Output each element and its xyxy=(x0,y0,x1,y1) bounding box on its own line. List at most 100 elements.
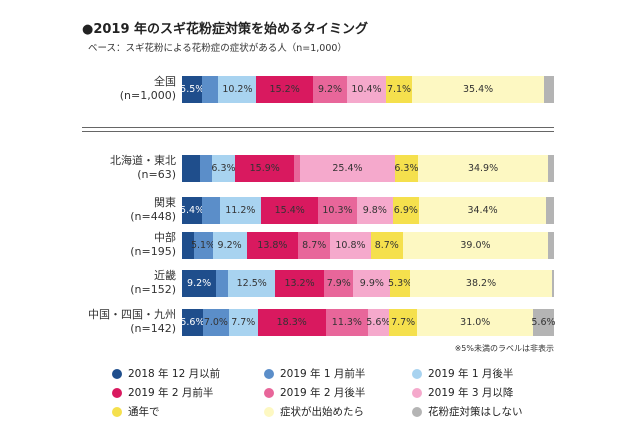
bar-segment xyxy=(182,155,200,182)
data-label: 31.0% xyxy=(460,317,491,328)
data-label: 5.6% xyxy=(180,317,205,328)
data-label: 7.9% xyxy=(326,278,351,289)
data-label: 5.4% xyxy=(179,205,205,216)
stacked-bar: 9.2% 12.5% 13.2% 7.9% 9.9% 5.3% 38.2% xyxy=(182,270,554,297)
data-label: 5.1% xyxy=(190,240,216,251)
bar-segment xyxy=(182,232,194,259)
bar-segment: 9.9% xyxy=(353,270,391,297)
divider-top xyxy=(82,127,554,128)
data-label: 39.0% xyxy=(460,240,491,251)
data-label: 6.3% xyxy=(394,163,419,174)
row-label-sample: (n=448) xyxy=(130,210,176,223)
bar-segment xyxy=(552,270,554,297)
bar-segment xyxy=(546,197,554,224)
bar-segment: 7.7% xyxy=(228,309,258,336)
data-label: 10.8% xyxy=(335,240,366,251)
data-label: 9.2% xyxy=(217,240,242,251)
legend-label: 2019 年 2 月後半 xyxy=(280,387,366,399)
row-label-sample: (n=195) xyxy=(130,245,176,258)
bar-segment: 9.2% xyxy=(182,270,217,297)
chart-title: ●2019 年のスギ花粉症対策を始めるタイミング xyxy=(82,22,369,37)
legend-label: 2019 年 3 月以降 xyxy=(428,387,514,399)
row-label-sample: (n=142) xyxy=(130,322,176,335)
data-label: 18.3% xyxy=(276,317,307,328)
bar-segment: 18.3% xyxy=(257,309,326,336)
stacked-bar: 6.3% 15.9% 25.4% 6.3% 34.9% xyxy=(182,155,554,182)
bar-segment: 11.2% xyxy=(219,197,262,224)
legend-item: 2019 年 1 月前半 xyxy=(264,366,365,381)
legend-label: 2019 年 2 月前半 xyxy=(128,387,214,399)
data-label: 6.3% xyxy=(211,163,236,174)
bar-segment: 10.2% xyxy=(218,76,257,103)
data-label: 13.8% xyxy=(257,240,288,251)
row-label-region: 近畿 xyxy=(154,269,176,282)
bar-segment: 10.4% xyxy=(347,76,386,103)
data-label: 11.3% xyxy=(331,317,362,328)
bar-segment: 13.2% xyxy=(274,270,325,297)
bar-segment: 15.9% xyxy=(235,155,295,182)
data-label: 5.6% xyxy=(531,317,556,328)
data-label: 15.2% xyxy=(269,84,300,95)
bar-segment: 6.3% xyxy=(394,155,419,182)
data-label: 10.3% xyxy=(322,205,353,216)
row-label-sample: (n=1,000) xyxy=(119,89,176,102)
legend-swatch xyxy=(112,387,122,398)
legend-item: 2019 年 3 月以降 xyxy=(412,385,513,400)
bar-segment: 5.3% xyxy=(388,270,412,297)
bar-segment: 6.3% xyxy=(211,155,236,182)
stacked-bar: 5.4% 11.2% 15.4% 10.3% 9.8% 6.9% 34.4% xyxy=(179,197,554,224)
bar-segment: 9.2% xyxy=(212,232,247,259)
legend-swatch xyxy=(264,406,274,417)
divider-bottom xyxy=(82,131,554,132)
data-label: 15.4% xyxy=(274,205,305,216)
bar-segment: 12.5% xyxy=(228,270,275,297)
bar-segment: 34.9% xyxy=(418,155,548,182)
bar-segment: 7.9% xyxy=(324,270,354,297)
data-label: 7.0% xyxy=(203,317,228,328)
row-label-region: 中部 xyxy=(154,231,176,244)
data-label: 38.2% xyxy=(465,278,497,289)
legend-swatch xyxy=(264,368,274,379)
data-label: 5.5% xyxy=(180,84,205,95)
legend-swatch xyxy=(412,406,422,417)
legend-label: 2018 年 12 月以前 xyxy=(128,368,221,380)
data-label: 25.4% xyxy=(332,163,363,174)
bar-segment: 5.6% xyxy=(531,309,556,336)
legend-item: 症状が出始めたら xyxy=(264,404,364,419)
row-label: 近畿 (n=152) xyxy=(60,269,176,297)
data-label: 10.4% xyxy=(351,84,382,95)
legend-label: 2019 年 1 月後半 xyxy=(428,368,514,380)
bar-segment: 35.4% xyxy=(412,76,544,103)
bar-segment xyxy=(216,270,229,297)
bar-segment: 7.1% xyxy=(385,76,413,103)
row-label-sample: (n=152) xyxy=(130,283,176,296)
row-label: 北海道・東北 (n=63) xyxy=(60,154,176,182)
row-label-region: 関東 xyxy=(154,196,176,209)
bar-segment: 15.2% xyxy=(256,76,313,103)
legend-swatch xyxy=(112,406,122,417)
legend-item: 通年で xyxy=(112,404,160,419)
row-label: 関東 (n=448) xyxy=(60,196,176,224)
bar-segment xyxy=(543,76,554,103)
bar-segment: 38.2% xyxy=(409,270,553,297)
legend-item: 2019 年 1 月後半 xyxy=(412,366,513,381)
bar-segment: 39.0% xyxy=(402,232,549,259)
bar-segment: 8.7% xyxy=(298,232,331,259)
bar-segment xyxy=(202,76,219,103)
data-label: 15.9% xyxy=(249,163,280,174)
data-label: 35.4% xyxy=(462,84,494,95)
row-label-region: 北海道・東北 xyxy=(110,154,176,167)
data-label: 9.2% xyxy=(317,84,343,95)
data-label: 7.7% xyxy=(391,317,416,328)
bar-segment xyxy=(199,155,212,182)
bar-segment: 25.4% xyxy=(300,155,395,182)
row-label: 中部 (n=195) xyxy=(60,231,176,259)
stacked-bar: 5.1% 9.2% 13.8% 8.7% 10.8% 8.7% 39.0% xyxy=(182,232,554,259)
bar-segment: 9.2% xyxy=(312,76,348,103)
bar-segment xyxy=(202,197,220,224)
row-label-region: 中国・四国・九州 xyxy=(88,308,176,321)
data-label: 7.1% xyxy=(386,84,412,95)
data-label: 9.2% xyxy=(187,278,212,289)
bar-segment: 8.7% xyxy=(370,232,403,259)
legend-item: 2019 年 2 月後半 xyxy=(264,385,365,400)
